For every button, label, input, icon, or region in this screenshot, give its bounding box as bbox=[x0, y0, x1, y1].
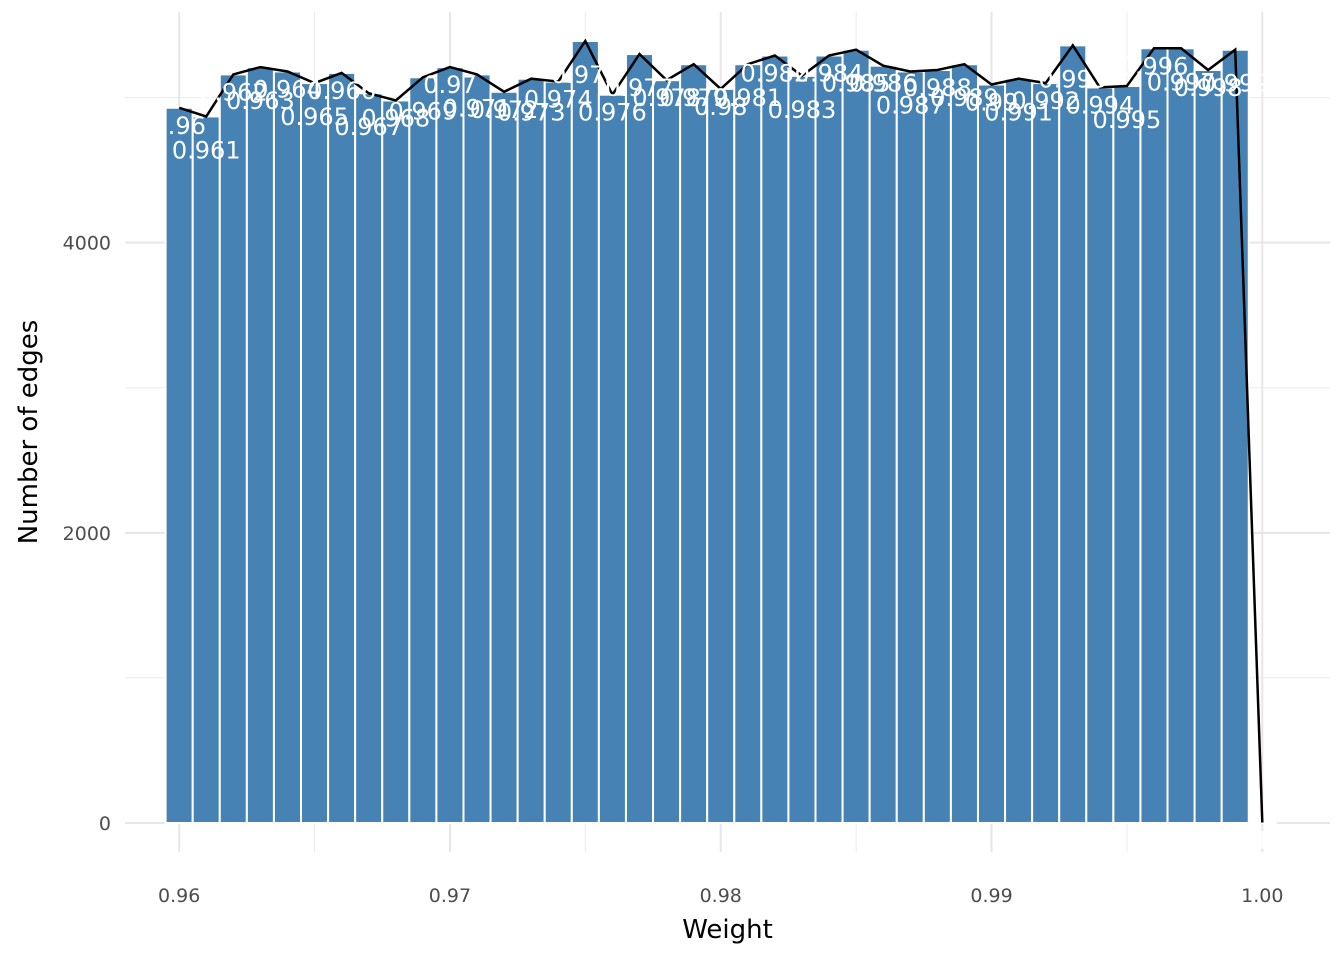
bar bbox=[1112, 84, 1142, 824]
bar bbox=[949, 63, 979, 824]
bar-label: 0.962 bbox=[199, 78, 268, 106]
bar bbox=[1193, 69, 1223, 824]
bar-label: 0.984 bbox=[795, 60, 864, 88]
bar-label: 0.975 bbox=[551, 61, 620, 89]
bar-label: 0.981 bbox=[713, 84, 782, 112]
bar bbox=[191, 115, 221, 824]
bar bbox=[624, 53, 655, 824]
bar bbox=[1166, 47, 1196, 824]
bar-label: 0.983 bbox=[768, 96, 837, 124]
frequency-line bbox=[178, 38, 1264, 823]
bar-label: 0.968 bbox=[361, 104, 430, 132]
bar-label: 0.987 bbox=[876, 91, 945, 119]
bar-label: 0.974 bbox=[524, 86, 593, 114]
bar bbox=[1058, 44, 1088, 824]
bar bbox=[164, 106, 194, 824]
bar-label: 0.977 bbox=[605, 74, 674, 102]
bar bbox=[381, 99, 411, 824]
bar-label: 0.971 bbox=[443, 94, 512, 122]
bar bbox=[570, 40, 600, 824]
bar bbox=[327, 71, 357, 824]
bar-label: 0.96 bbox=[152, 112, 205, 140]
bar-label: 0.967 bbox=[334, 113, 403, 141]
bar bbox=[895, 70, 925, 824]
bar bbox=[1139, 47, 1169, 824]
bar bbox=[272, 70, 303, 824]
x-tick-label: 0.99 bbox=[970, 885, 1012, 907]
x-tick-label: 0.96 bbox=[158, 885, 200, 907]
bar-label: 0.969 bbox=[389, 97, 458, 125]
bar-label: 0.978 bbox=[632, 84, 701, 112]
y-axis-title: Number of edges bbox=[14, 320, 44, 545]
bar-label: 0.986 bbox=[849, 70, 918, 98]
y-tick-label: 0 bbox=[99, 813, 111, 835]
bar bbox=[245, 66, 275, 824]
x-axis-tick-labels: 0.96 0.97 0.98 0.99 1.00 bbox=[158, 885, 1283, 907]
x-tick-label: 1.00 bbox=[1241, 885, 1283, 907]
bar bbox=[679, 63, 709, 824]
x-axis-title: Weight bbox=[682, 915, 773, 945]
y-tick-label: 2000 bbox=[63, 523, 111, 545]
bar bbox=[733, 63, 763, 824]
bar-label: 0.979 bbox=[659, 84, 728, 112]
bar-label: 0.961 bbox=[172, 136, 241, 164]
bar-label: 0.972 bbox=[470, 96, 539, 124]
bar-label: 0.992 bbox=[1011, 87, 1080, 115]
bar-label: 0.999 bbox=[1201, 70, 1270, 98]
bar bbox=[516, 77, 546, 824]
bar bbox=[1085, 86, 1115, 824]
bar-label: 0.995 bbox=[1093, 106, 1162, 134]
bar-label: 0.998 bbox=[1174, 74, 1243, 102]
bar bbox=[218, 73, 248, 824]
x-tick-label: 0.98 bbox=[700, 885, 742, 907]
bar-label: 0.98 bbox=[694, 93, 747, 121]
bar-label: 0.989 bbox=[930, 84, 999, 112]
bar bbox=[868, 64, 898, 824]
bar bbox=[1031, 82, 1061, 824]
bar-label: 0.963 bbox=[226, 87, 295, 115]
bar bbox=[706, 87, 736, 824]
bar bbox=[1004, 77, 1034, 824]
bar bbox=[543, 80, 573, 824]
bar-value-labels: 0.960.9610.9620.9630.9640.9650.9660.9670… bbox=[152, 52, 1270, 854]
bar bbox=[489, 90, 519, 824]
bar-label: 0.964 bbox=[253, 75, 322, 103]
histogram-bars bbox=[164, 40, 1277, 825]
bar bbox=[814, 54, 844, 824]
bar-label: 0.996 bbox=[1120, 52, 1189, 80]
y-axis-tick-labels: 0 2000 4000 bbox=[63, 233, 111, 835]
bar-label: 0.993 bbox=[1038, 65, 1107, 93]
bar-label: 0.994 bbox=[1065, 91, 1134, 119]
y-tick-label: 4000 bbox=[63, 233, 111, 255]
bar-label: 0.982 bbox=[741, 60, 810, 88]
bar bbox=[1247, 821, 1277, 825]
bar-label: 0.97 bbox=[423, 71, 476, 99]
x-tick-label: 0.97 bbox=[429, 885, 471, 907]
bar-label: 0.976 bbox=[578, 99, 647, 127]
bar bbox=[841, 48, 871, 824]
bar-label: 0.988 bbox=[903, 74, 972, 102]
bar-label: 0.965 bbox=[280, 103, 349, 131]
bar bbox=[922, 69, 952, 824]
bar bbox=[408, 76, 438, 824]
bar bbox=[435, 66, 465, 824]
bar bbox=[462, 73, 492, 824]
bar-label: 0.985 bbox=[822, 70, 891, 98]
bar-label: 0.991 bbox=[984, 99, 1053, 127]
bar-label: 0.966 bbox=[307, 77, 376, 105]
bar bbox=[300, 82, 330, 824]
bar bbox=[976, 83, 1007, 824]
bar bbox=[787, 74, 817, 824]
bar bbox=[652, 79, 682, 824]
bar bbox=[354, 92, 384, 824]
bar-label: 1 bbox=[1255, 827, 1270, 855]
bar-label: 0.997 bbox=[1147, 68, 1216, 96]
bar bbox=[760, 54, 790, 824]
bar bbox=[597, 93, 627, 824]
bar bbox=[1220, 48, 1250, 824]
bar-label: 0.99 bbox=[965, 89, 1018, 117]
bar-label: 0.973 bbox=[497, 99, 566, 127]
